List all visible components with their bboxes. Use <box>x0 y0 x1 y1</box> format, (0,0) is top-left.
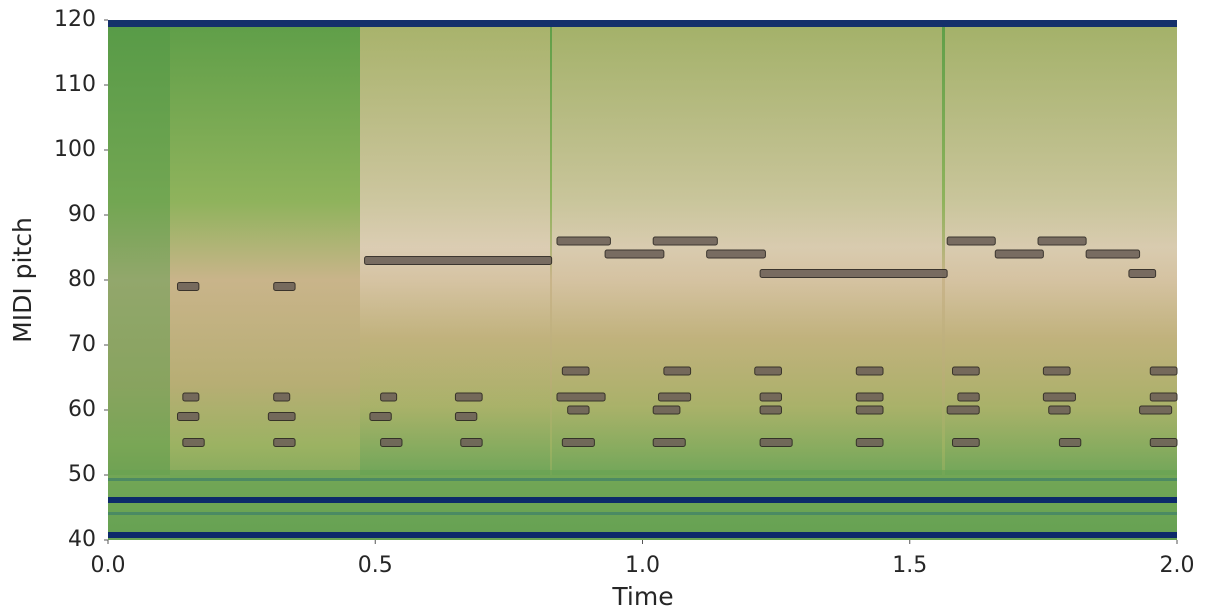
note <box>663 366 692 376</box>
note <box>855 366 884 376</box>
y-tick-label: 70 <box>68 332 96 357</box>
x-axis-title: Time <box>611 582 673 611</box>
y-tick-label: 90 <box>68 202 96 227</box>
note <box>855 392 884 402</box>
note <box>380 438 403 447</box>
note <box>759 269 948 278</box>
note <box>652 438 686 447</box>
note <box>759 392 782 402</box>
note <box>1037 236 1087 246</box>
note <box>706 249 766 259</box>
note <box>855 405 884 415</box>
note <box>1139 405 1173 415</box>
note <box>369 412 392 421</box>
note <box>267 412 296 421</box>
spectrogram <box>108 20 1177 540</box>
x-tick-label: 2.0 <box>1160 553 1195 578</box>
note <box>1048 405 1071 415</box>
note <box>952 366 980 376</box>
note <box>759 438 793 447</box>
y-tick-label: 50 <box>68 462 96 487</box>
x-tick-label: 0.0 <box>91 553 126 578</box>
y-tick-label: 60 <box>68 397 96 422</box>
x-tick-label: 1.0 <box>625 553 660 578</box>
note <box>652 236 718 246</box>
x-tick-label: 0.5 <box>358 553 393 578</box>
note <box>273 438 296 447</box>
note <box>380 392 398 402</box>
y-tick-label: 110 <box>54 72 96 97</box>
note <box>1149 366 1178 376</box>
note <box>759 405 782 415</box>
note <box>460 438 483 447</box>
note <box>364 256 553 265</box>
y-axis-title: MIDI pitch <box>8 217 37 343</box>
note <box>454 412 478 421</box>
note <box>176 412 200 421</box>
note <box>957 392 980 402</box>
note <box>754 366 782 376</box>
note <box>182 392 200 402</box>
note <box>946 236 996 246</box>
note <box>1149 438 1178 447</box>
note <box>176 282 200 291</box>
note <box>567 405 590 415</box>
note <box>952 438 980 447</box>
note <box>1149 392 1178 402</box>
note <box>1042 366 1071 376</box>
x-tick-label: 1.5 <box>892 553 927 578</box>
note <box>273 392 291 402</box>
y-tick-label: 40 <box>68 527 96 552</box>
note <box>1085 249 1141 259</box>
note <box>652 405 681 415</box>
note <box>1058 438 1082 447</box>
note <box>273 282 296 291</box>
note <box>1042 392 1076 402</box>
note <box>556 236 611 246</box>
note <box>561 366 590 376</box>
y-tick-label: 120 <box>54 7 96 32</box>
note <box>946 405 980 415</box>
note <box>658 392 692 402</box>
note <box>994 249 1044 259</box>
note <box>1128 269 1157 278</box>
note <box>604 249 665 259</box>
note <box>855 438 884 447</box>
note <box>561 438 595 447</box>
note <box>182 438 205 447</box>
note <box>454 392 483 402</box>
y-tick-label: 80 <box>68 267 96 292</box>
note <box>556 392 606 402</box>
y-tick-label: 100 <box>54 137 96 162</box>
